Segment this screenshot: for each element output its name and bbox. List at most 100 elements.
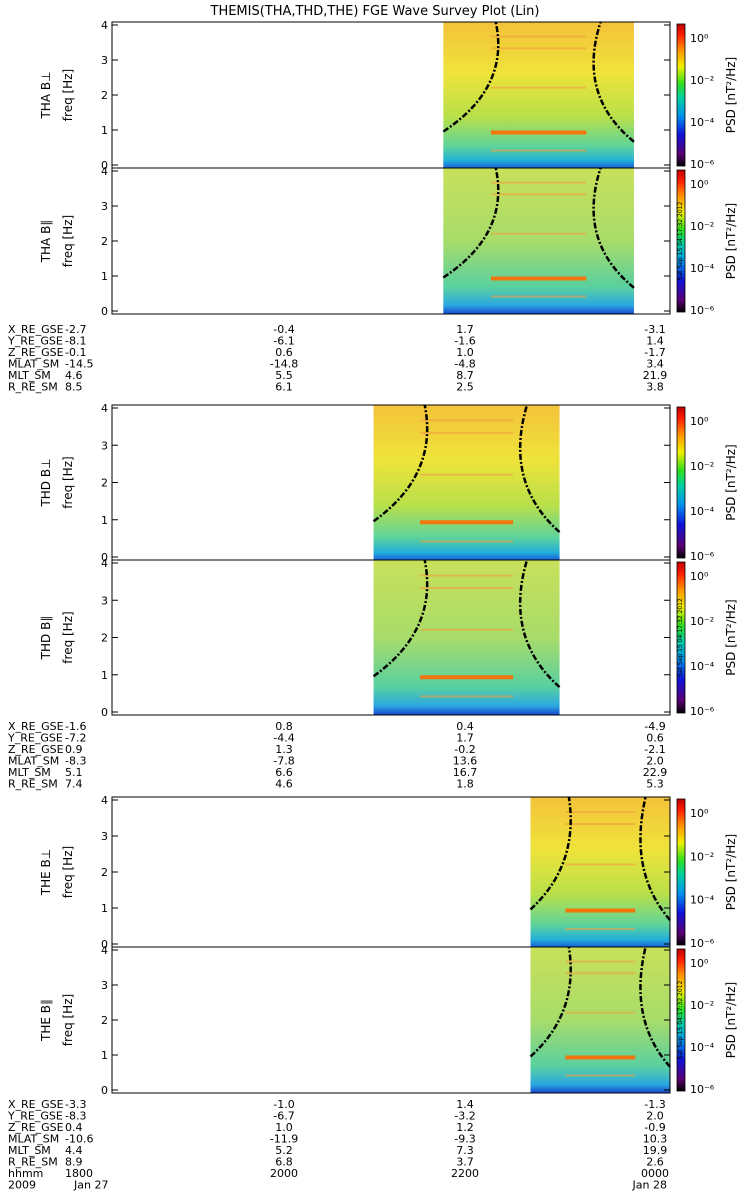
ephemeris-value: -1.6 (454, 335, 475, 348)
ephemeris-value: 5.2 (275, 1144, 293, 1157)
spectral-band (565, 928, 636, 930)
ephemeris-value: -0.1 (65, 346, 86, 359)
colorbar-tick-label: 10⁰ (690, 178, 709, 191)
spectral-band (420, 419, 514, 422)
ephemeris-tha: X_RE_GSE -2.7 -0.4 1.7 -3.1 Y_RE_GSE -8.1 -6.1 -… (7, 323, 667, 394)
y-tick-label: 4 (101, 402, 108, 415)
spectral-band (420, 695, 514, 698)
ephemeris-value: 3.8 (646, 381, 664, 394)
ephemeris-value: 6.6 (275, 766, 293, 779)
gyro-curve (639, 796, 671, 921)
freq-axis-label: freq [Hz] (61, 215, 75, 267)
gyro-curve (529, 796, 572, 911)
gyro-curve (442, 21, 500, 133)
panel-label: THE B∥ (39, 999, 53, 1042)
spectral-band (420, 540, 514, 543)
colorbar-label: PSD [nT²/Hz] (724, 982, 738, 1058)
ephemeris-value: -1.0 (273, 1098, 294, 1111)
colorbar-tick-label: 10⁰ (690, 415, 709, 428)
panel-label: THD B⊥ (39, 458, 53, 507)
ephemeris-value: 5.5 (275, 369, 293, 382)
ephemeris-row-name: MLAT_SM (8, 755, 59, 768)
ephemeris-value: 0.6 (646, 732, 664, 745)
panel-label: THE B⊥ (39, 849, 53, 896)
panel-2: 0 1 2 3 4 THA B∥ freq [Hz] 10⁰ 10⁻² 10⁻⁴ 10⁻⁶ PSD [… (39, 165, 738, 318)
panel-6: 0 1 2 3 4 THE B∥ freq [Hz] 10⁰ 10⁻² 10⁻⁴ 10⁻⁶ PSD [… (39, 944, 738, 1097)
colorbar-label: PSD [nT²/Hz] (724, 57, 738, 133)
colorbar-tick-label: 10⁻⁴ (690, 505, 715, 518)
y-tick-label: 3 (101, 439, 108, 452)
spectrogram-fill (530, 947, 670, 1093)
colorbar (677, 799, 685, 945)
ephemeris-value: -2.7 (65, 323, 86, 336)
time-axis-labels: hhmm 1800 2000 2200 0000 2009 Jan 27 Jan 28 (8, 1167, 669, 1192)
colorbar-frame (676, 948, 686, 1092)
ephemeris-value: -2.1 (644, 743, 665, 756)
ephemeris-value: -1.3 (644, 1098, 665, 1111)
spectral-band (490, 149, 587, 152)
freq-axis-label: freq [Hz] (61, 69, 75, 121)
y-tick-label: 0 (101, 551, 108, 564)
panel-1: 0 1 2 3 4 THA B⊥ freq [Hz] 10⁰ 10⁻² 10⁻⁴ 10⁻⁶ PSD [… (39, 19, 738, 172)
freq-axis-label: freq [Hz] (61, 456, 75, 508)
spectrogram-panels: 0 1 2 3 4 THA B⊥ freq [Hz] 10⁰ 10⁻² 10⁻⁴ 10⁻⁶ PSD [… (39, 19, 738, 1097)
ephemeris-value: 3.7 (456, 1156, 474, 1169)
ephemeris-value: 5.3 (646, 778, 664, 791)
colorbar-tick-label: 10⁻⁶ (690, 1083, 715, 1096)
ephemeris-value: 3.4 (646, 358, 664, 371)
time-axis-name: hhmm (8, 1167, 43, 1180)
freq-axis-label: freq [Hz] (61, 994, 75, 1046)
spectral-band (420, 586, 514, 589)
colorbar-frame (676, 23, 686, 167)
year-label: 2009 (8, 1179, 36, 1192)
freq-axis-label: freq [Hz] (61, 846, 75, 898)
colorbar-tick-label: 10⁻⁶ (690, 705, 715, 718)
gyro-curve (372, 404, 429, 523)
ephemeris-value: -8.1 (65, 335, 86, 348)
spectrogram-fill (373, 405, 560, 560)
colorbar-frame (676, 406, 686, 559)
ephemeris-row-name: X_RE_GSE (8, 323, 64, 336)
ephemeris-value: -14.8 (270, 358, 298, 371)
colorbar-tick-label: 10⁰ (690, 957, 709, 970)
spectral-band (565, 1074, 636, 1077)
ephemeris-row-name: MLAT_SM (8, 1133, 59, 1146)
ephemeris-row-name: MLAT_SM (8, 358, 59, 371)
panel-label: THD B∥ (39, 616, 53, 661)
y-tick-label: 2 (101, 866, 108, 879)
y-tick-label: 2 (101, 235, 108, 248)
spectral-band (490, 193, 587, 196)
ephemeris-row-name: MLT_SM (8, 766, 51, 779)
y-tick-label: 1 (101, 124, 108, 137)
spectral-band (420, 431, 514, 434)
y-tick-label: 1 (101, 1049, 108, 1062)
colorbar-frame (676, 169, 686, 313)
ephemeris-value: 8.5 (65, 381, 83, 394)
gyro-curve (592, 21, 635, 143)
ephemeris-value: 6.8 (275, 1156, 293, 1169)
ephemeris-value: 1.0 (275, 1121, 293, 1134)
ephemeris-value: 22.9 (643, 766, 668, 779)
timestamp: Sat Sep 15 04:17:32 2012 (677, 598, 684, 677)
ephemeris-value: 0.9 (65, 743, 83, 756)
ephemeris-value: -8.3 (65, 755, 86, 768)
y-tick-label: 1 (101, 514, 108, 527)
spectrogram-fill (443, 22, 634, 168)
ephemeris-row-name: MLT_SM (8, 369, 51, 382)
ephemeris-row-name: Z_RE_GSE (8, 1121, 64, 1134)
ephemeris-value: -8.3 (65, 1110, 86, 1123)
ephemeris-value: -7.8 (273, 755, 294, 768)
start-date-label: Jan 27 (73, 1179, 108, 1192)
spectral-band (490, 232, 587, 235)
y-tick-label: 1 (101, 270, 108, 283)
y-tick-label: 3 (101, 830, 108, 843)
colorbar (677, 170, 685, 312)
y-tick-label: 3 (101, 200, 108, 213)
gyro-curve (372, 559, 429, 678)
y-tick-label: 4 (101, 794, 108, 807)
spectral-band (420, 675, 514, 680)
y-tick-label: 0 (101, 159, 108, 172)
ephemeris-tables: X_RE_GSE -2.7 -0.4 1.7 -3.1Y_RE_GSE -8.1 -6.1-… (7, 323, 667, 1169)
panel-label: THA B⊥ (39, 71, 53, 119)
gyro-curve (518, 404, 561, 534)
